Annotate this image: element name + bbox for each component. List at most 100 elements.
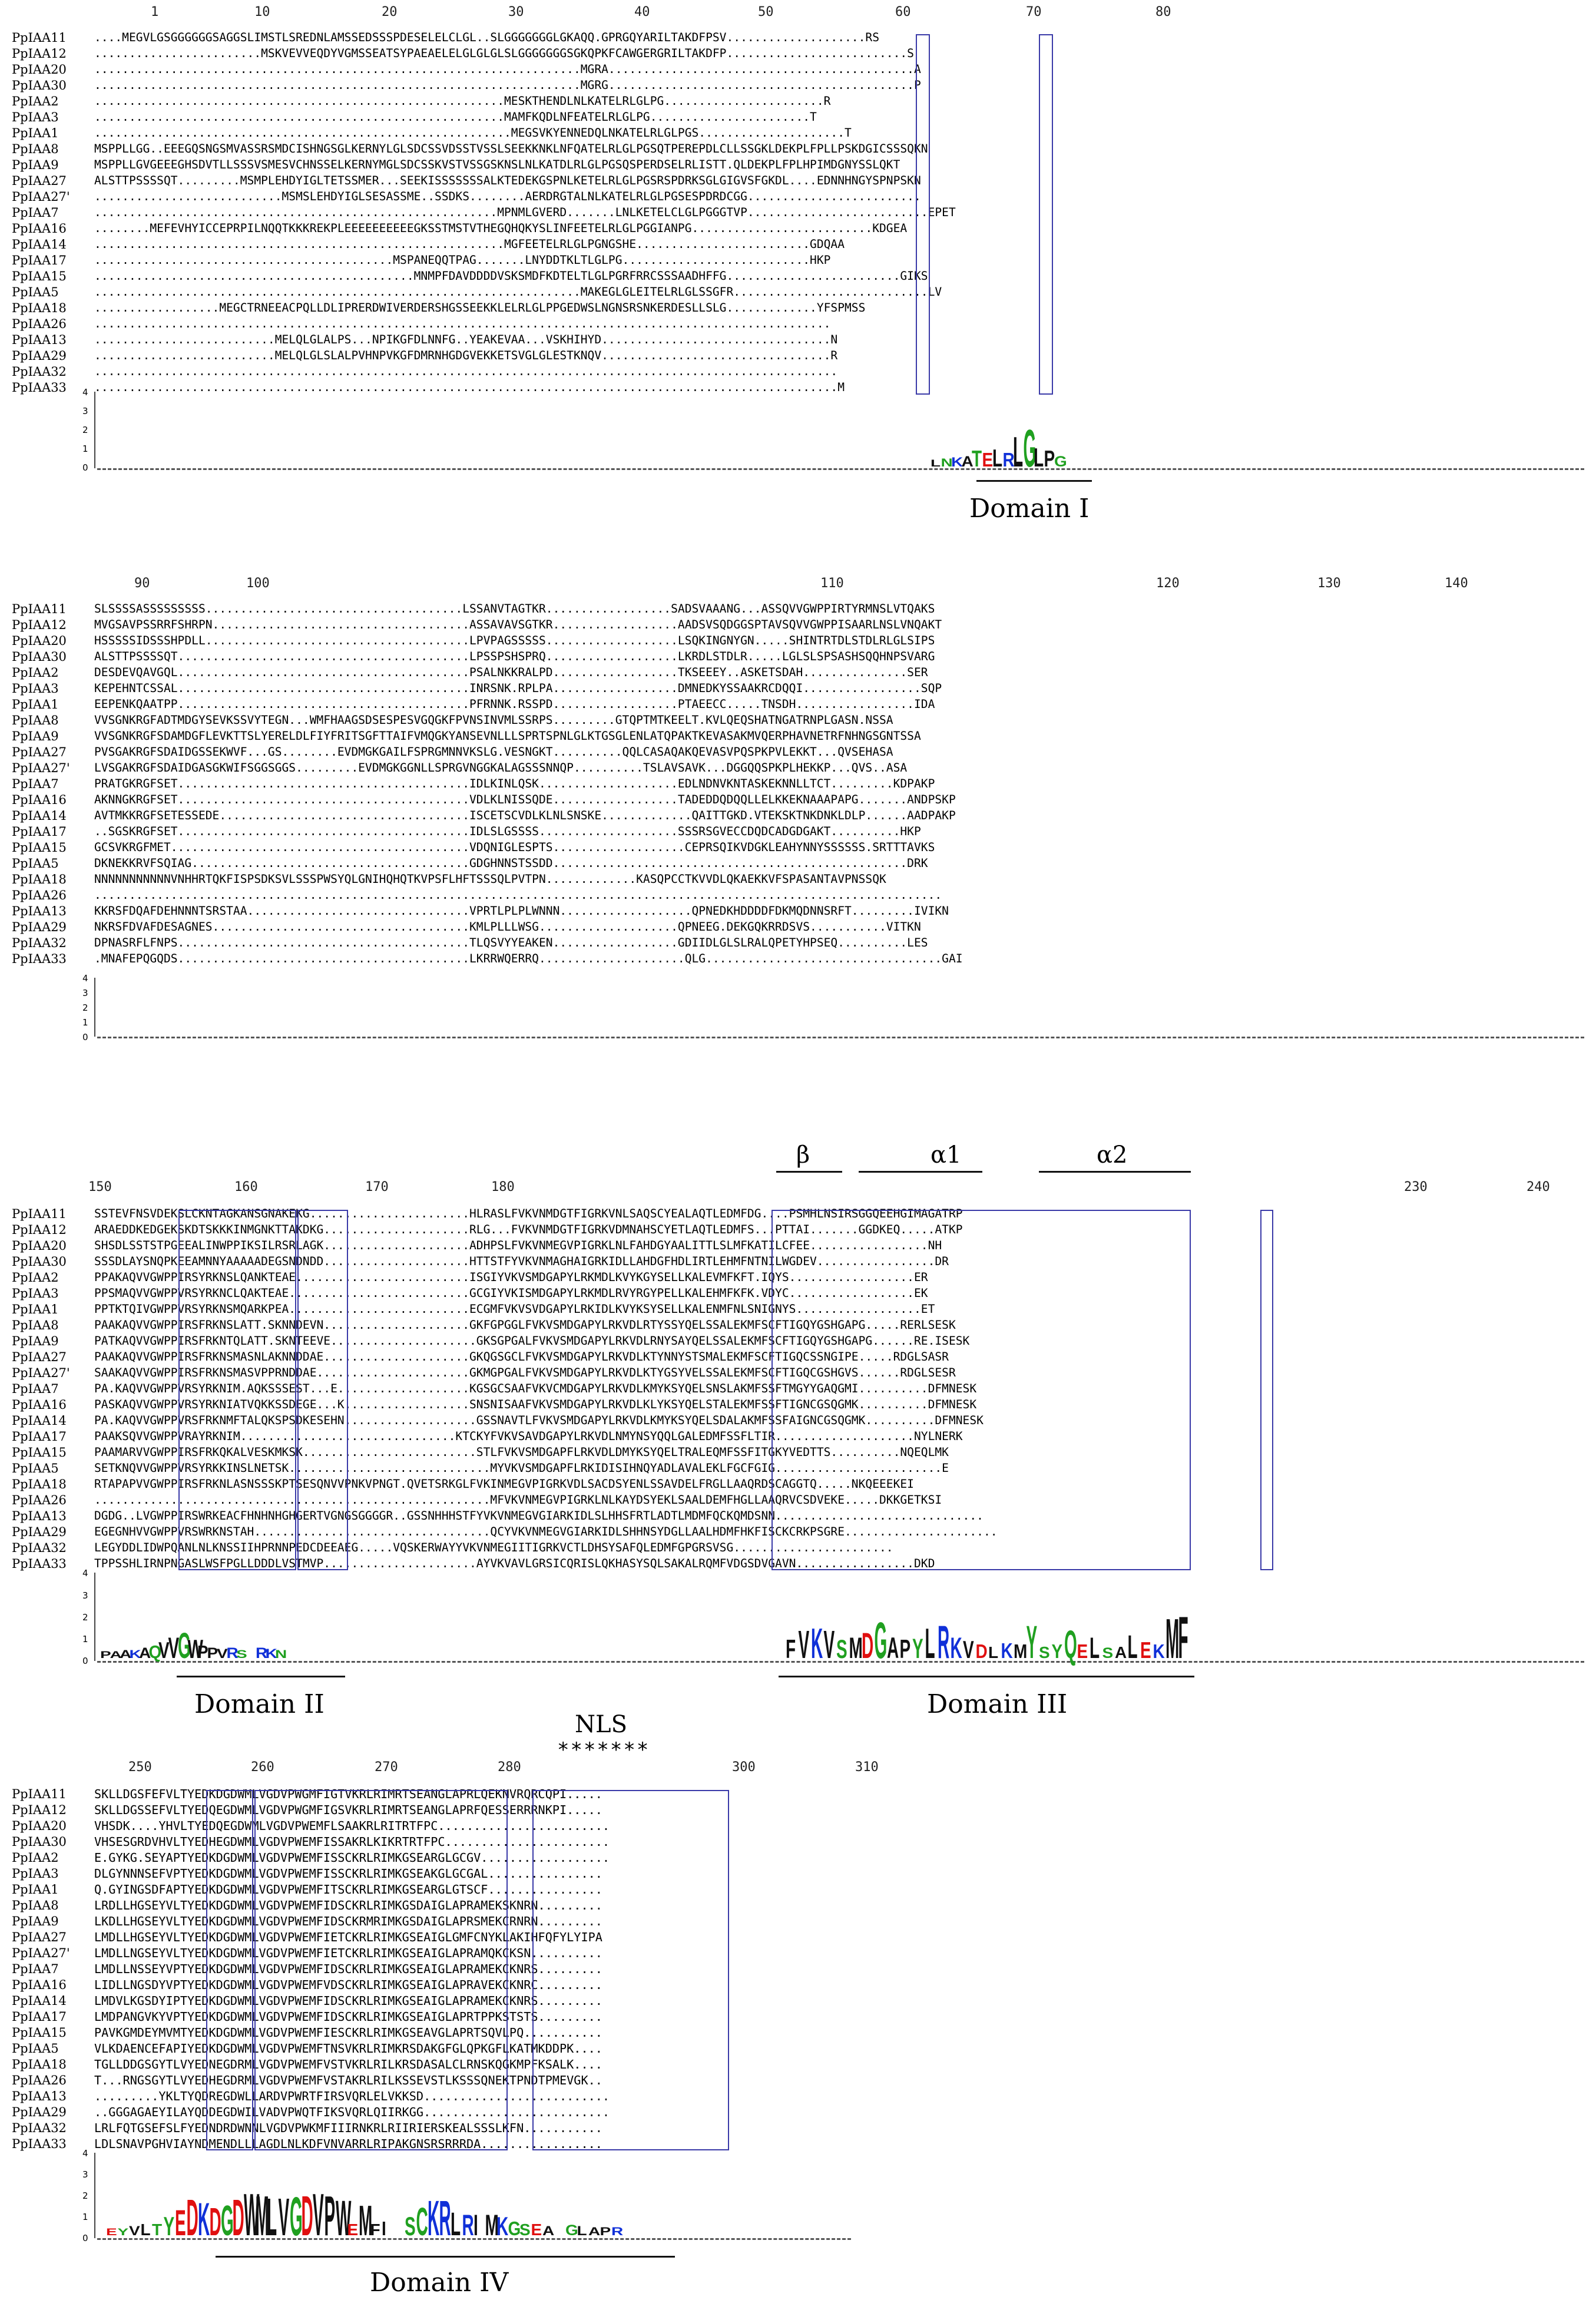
logo-axis: 4 3 2 1 0 [82,1568,95,1666]
sequence-name: PpIAA5 [12,2041,59,2056]
sequence-residues: TGLLDDGSGYTLVYEDNEGDRMLVGDVPWEMFVSTVKRLR… [94,2057,602,2071]
logo-letter: R [611,2225,623,2238]
similarity-box [297,1210,348,1570]
logo-letter: Y [1027,1617,1038,1669]
ruler-tick: 270 [375,1760,398,1775]
logo-axis: 4 3 2 1 0 [82,387,95,473]
sequence-name: PpIAA33 [12,951,67,966]
alignment-row: PpIAA14 PA.KAQVVGWPPVRSFRKNMFTALQKSPSDKES… [0,1412,998,1428]
logo-letter: E [1077,1640,1088,1663]
sequence-residues: E.GYKG.SEYAPTYEDKDGDWMLVGDVPWEMFISSCKRLR… [94,1850,610,1865]
sequence-name: PpIAA9 [12,1914,59,1928]
sequence-name: PpIAA33 [12,1556,67,1571]
alpha1-helix-bar [859,1171,982,1173]
alignment-row: PpIAA26 T...RNGSGYTLVYEDHEGDRMLVGDVPWEMFV… [0,2072,610,2088]
sequence-name: PpIAA17 [12,253,67,267]
ruler-tick: 240 [1527,1180,1550,1194]
logo-letter: P [207,1644,218,1661]
sequence-name: PpIAA12 [12,617,67,632]
sequence-residues: LMDLLNGSEYVLTYEDKDGDWMLVGDVPWEMFIETCKRLR… [94,1945,602,1960]
logo-letter: Y [164,2211,175,2241]
sequence-residues: LMDLLHGSEYVLTYEDKDGDWMLVGDVPWEMFIETCKRLR… [94,1930,602,1944]
sequence-residues: SKLLDGSFEFVLTYEDKDGDWMLVGDVPWGMFIGTVKRLR… [94,1786,602,1801]
sequence-residues: PAAMARVVGWPPIRSFRKQKALVESKMKSK..........… [94,1445,949,1459]
logo-letter: K [811,1619,823,1667]
sequence-residues: ..SGSKRGFSET............................… [94,825,921,838]
alignment-row: PpIAA5 VLKDAENCEFAPIYEDKDGDWMLVGDVPWEMFTN… [0,2040,610,2056]
alignment-row: PpIAA1 PPTKTQIVGWPPVRSYRKNSMQARKPEA......… [0,1301,998,1317]
alignment-row: PpIAA17 LMDPANGVKYVPTYEDKDGDWMLVGDVPWEMFI… [0,2008,610,2024]
sequence-residues: VVSGNKRGFSDAMDGFLEVKTTSLYERELDLFIYFRITSG… [94,729,921,743]
sequence-residues: LEGYDDLIDWPQANLNLKNSSIIHPRNNPEDCDEEAEG..… [94,1541,893,1554]
sequence-residues: ....MEGVLGSGGGGGGSAGGSLIMSTLSREDNLAMSSED… [94,31,879,44]
logo-letter: P [197,1642,208,1663]
logo-letter: I [473,2208,478,2242]
logo-letter: G [1054,453,1067,469]
sequence-residues: ........................................… [94,1493,942,1507]
alignment-row: PpIAA30 SSSDLAYSNQPKEEAMNNYAAAAADEGSNDNDD… [0,1253,998,1269]
alignment-row: PpIAA12 ........................MSKVEVVEQ… [0,45,956,61]
sequence-residues: LMDPANGVKYVPTYEDKDGDWMLVGDVPWEMFIDSCKRLR… [94,2009,602,2024]
sequence-name: PpIAA9 [12,157,59,172]
sequence-residues: PATKAQVVGWPPIRSFRKNTQLATT.SKNTEEVE......… [94,1334,970,1348]
domain-label: Domain I [969,494,1090,524]
sequence-name: PpIAA14 [12,1413,67,1428]
sequence-name: PpIAA11 [12,1206,67,1221]
logo-letter: P [325,2184,336,2247]
position-ruler: 150 160 170 180 230 240 [0,1175,1596,1199]
logo-letter: V [963,1636,974,1663]
logo-letter: A [887,1631,899,1664]
logo-letter: A [120,1648,131,1661]
alignment-row: PpIAA29 ..GGGAGAEYILAYQDDEGDWILVADVPWQTFI… [0,2104,610,2120]
sequence-name: PpIAA27' [12,189,70,204]
domain-label: Domain III [927,1689,1068,1719]
sequence-residues: ........................................… [94,110,817,124]
sequence-residues: PPSMAQVVGWPPVRSYRKNCLQAKTEAE............… [94,1286,928,1300]
alpha2-helix-bar [1039,1171,1191,1173]
alpha1-helix-label: α1 [931,1141,962,1169]
logo-letter: K [951,455,963,470]
sequence-residues: NNNNNNNNNNNVNHHRTQKFISPSDKSVLSSSPWSYQLGN… [94,872,886,886]
logo-letter: G [508,2218,521,2240]
sequence-name: PpIAA20 [12,1238,67,1253]
sequence-residues: PRATGKRGFSET............................… [94,777,935,790]
alignment-row: PpIAA5 DKNEKKRVFSQIAG....................… [0,855,963,871]
sequence-name: PpIAA12 [12,1802,67,1817]
alpha2-helix-label: α2 [1097,1141,1128,1169]
logo-letter: K [198,2195,210,2246]
sequence-residues: HSSSSSIDSSSHPDLL........................… [94,634,935,647]
sequence-residues: PPTKTQIVGWPPVRSYRKNSMQARKPEA............… [94,1302,935,1316]
logo-letter: G [178,1626,191,1666]
sequence-name: PpIAA2 [12,1270,59,1285]
sequence-residues: PAAKAQVVGWPPIRSFRKNSLATT.SKNNDEVN.......… [94,1318,956,1332]
logo-letter: A [962,453,974,469]
alignment-row: PpIAA16 AKNNGKRGFSET.....................… [0,792,963,808]
logo-letter: D [302,2184,313,2247]
sequence-residues: ..........................MELQLGLALPS...… [94,333,838,346]
ruler-tick: 300 [732,1760,756,1775]
alignment-row: PpIAA5 SETKNQVVGWPPVRSYRKKINSLNETSK......… [0,1460,998,1476]
alignment-row: PpIAA26.................................… [0,316,956,332]
sequence-name: PpIAA16 [12,221,67,236]
similarity-box [1260,1210,1273,1570]
ruler-tick: 250 [128,1760,152,1775]
sequence-residues: LKDLLHGSEYVLTYEDKDGDWMLVGDVPWEMFIDSCKRMR… [94,1914,602,1928]
sequence-name: PpIAA15 [12,1445,67,1460]
sequence-residues: DPNASRFLFNPS............................… [94,936,928,949]
sequence-name: PpIAA2 [12,665,59,680]
alignment-row: PpIAA9 MSPPLLGVGEEEGHSDVTLLSSSVSMESVCHNSS… [0,157,956,173]
sequence-alignment: PpIAA11 SLSSSSASSSSSSSSS.................… [0,601,963,967]
similarity-box [771,1210,1191,1570]
ruler-tick: 280 [498,1760,521,1775]
alignment-row: PpIAA11 SLSSSSASSSSSSSSS.................… [0,601,963,617]
sequence-residues: SAAKAQVVGWPPIRSFRKNSMASVPPRNDDAE........… [94,1366,956,1379]
ruler-tick: 50 [758,5,774,19]
alignment-row: PpIAA20 VHSDK....YHVLTYEDQEGDWMLVGDVPWEMF… [0,1818,610,1834]
alignment-row: PpIAA17.................................… [0,252,956,268]
alignment-row: PpIAA27' LMDLLNGSEYVLTYEDKDGDWMLVGDVPWEMF… [0,1945,610,1961]
logo-letter: S [836,1634,847,1663]
logo-letter: G [221,2196,234,2245]
sequence-residues: .........YKLTYQDREGDWLLARDVPWRTFIRSVQRLE… [94,2089,610,2103]
alignment-row: PpIAA12 SKLLDGSSEFVLTYEDQEGDWMLVGDVPWGMFI… [0,1802,610,1818]
logo-letter: G [875,1612,888,1669]
